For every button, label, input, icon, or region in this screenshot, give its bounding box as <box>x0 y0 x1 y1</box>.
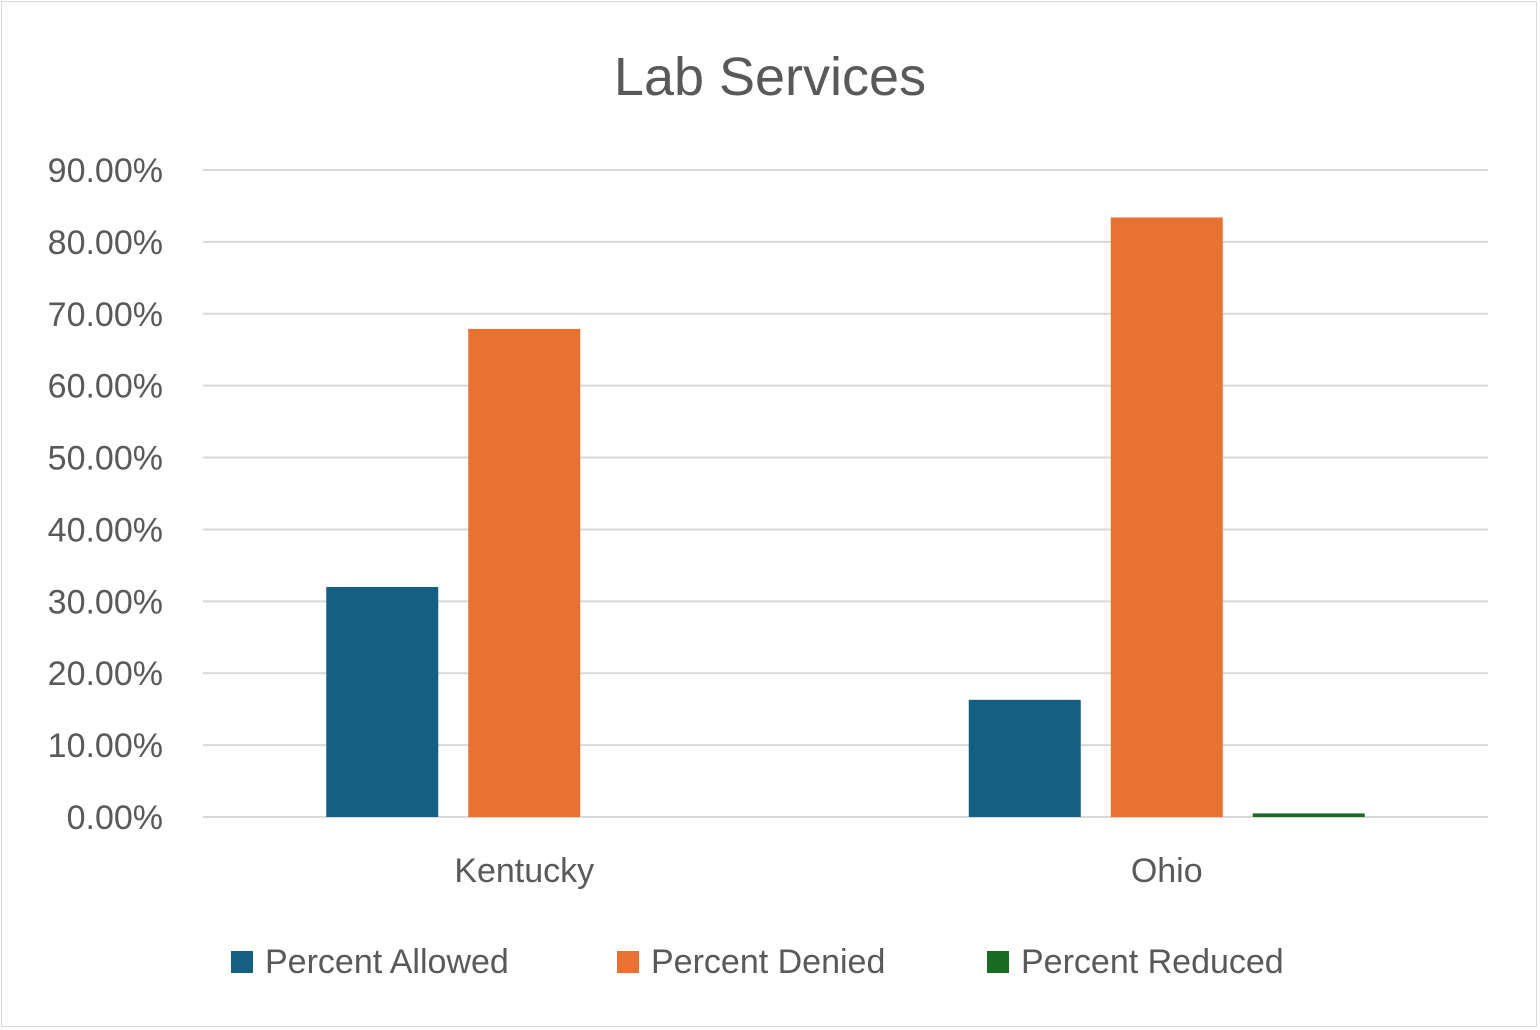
y-tick-label: 40.00% <box>48 511 163 549</box>
legend-swatch <box>987 951 1009 973</box>
bar-percent-denied-kentucky <box>468 328 581 817</box>
x-tick-label: Ohio <box>1131 852 1203 890</box>
y-tick-label: 90.00% <box>48 152 163 190</box>
legend-label: Percent Reduced <box>1021 943 1284 981</box>
y-tick-label: 80.00% <box>48 224 163 262</box>
y-tick-label: 60.00% <box>48 368 163 406</box>
bar-percent-allowed-kentucky <box>326 586 439 817</box>
legend-label: Percent Denied <box>651 943 885 981</box>
x-tick-label: Kentucky <box>454 852 594 890</box>
chart-title: Lab Services <box>614 47 926 107</box>
bar-percent-allowed-ohio <box>968 699 1081 817</box>
legend-label: Percent Allowed <box>265 943 509 981</box>
y-tick-label: 70.00% <box>48 296 163 334</box>
y-tick-label: 10.00% <box>48 727 163 765</box>
legend-swatch <box>231 951 253 973</box>
y-tick-label: 20.00% <box>48 655 163 693</box>
bar-percent-denied-ohio <box>1110 217 1223 818</box>
y-tick-label: 0.00% <box>67 799 163 837</box>
y-tick-label: 30.00% <box>48 583 163 621</box>
y-tick-label: 50.00% <box>48 440 163 478</box>
bar-percent-reduced-ohio <box>1252 813 1365 817</box>
legend-swatch <box>617 951 639 973</box>
